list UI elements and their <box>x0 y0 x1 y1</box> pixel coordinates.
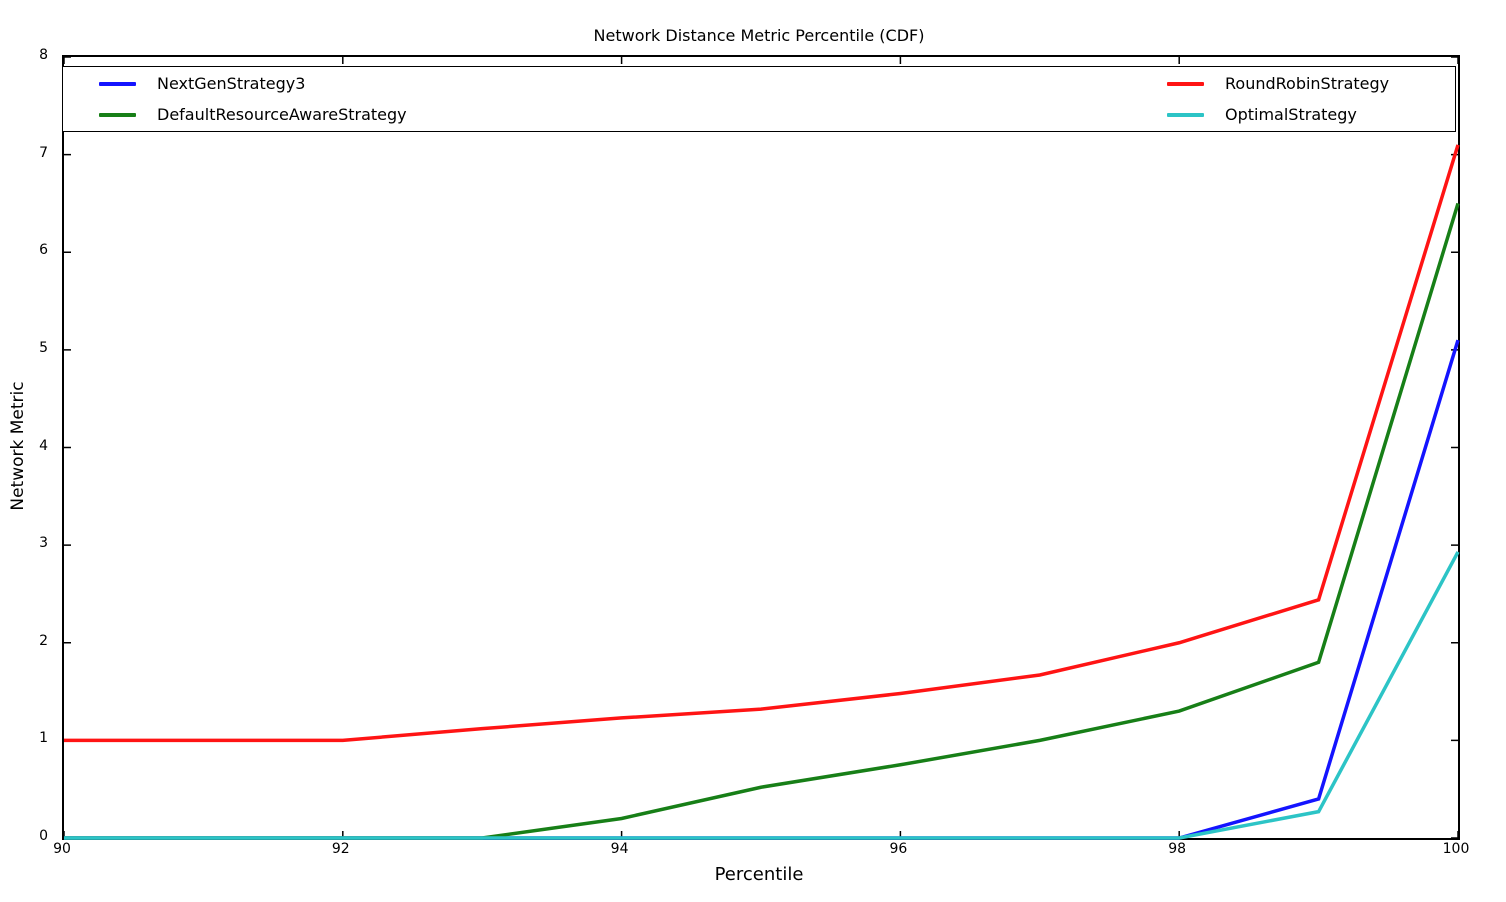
legend-item-nextgenstrategy3: NextGenStrategy3 <box>99 68 407 99</box>
chart-title: Network Distance Metric Percentile (CDF) <box>593 26 925 45</box>
legend-label: RoundRobinStrategy <box>1225 74 1390 93</box>
plot-area <box>62 55 1460 840</box>
x-tick-label-92: 92 <box>331 841 350 857</box>
y-tick-label-5: 5 <box>39 339 48 356</box>
legend-box: NextGenStrategy3 DefaultResourceAwareStr… <box>62 66 1456 132</box>
legend-swatch-green-line <box>99 112 136 117</box>
legend-label: DefaultResourceAwareStrategy <box>157 105 407 124</box>
x-tick-label-100: 100 <box>1442 841 1470 857</box>
legend-swatch-cyan-line <box>1167 112 1204 117</box>
y-tick-label-7: 7 <box>39 144 48 161</box>
y-tick-label-0: 0 <box>39 828 48 844</box>
x-tick-label-98: 98 <box>1168 841 1187 857</box>
legend-item-roundrobinstrategy: RoundRobinStrategy <box>1167 68 1389 99</box>
legend-swatch-red-line <box>1167 81 1204 86</box>
legend-label: OptimalStrategy <box>1225 105 1357 124</box>
x-tick-label-90: 90 <box>53 841 71 857</box>
legend-item-defaultresourceawarestrategy: DefaultResourceAwareStrategy <box>99 99 407 130</box>
legend-swatch-blue-line <box>99 81 136 86</box>
chart-line-OptimalStrategy <box>64 551 1460 840</box>
legend-item-optimalstrategy: OptimalStrategy <box>1167 99 1389 130</box>
y-tick-label-1: 1 <box>39 730 48 747</box>
y-tick-label-8: 8 <box>39 47 48 63</box>
chart-line-DefaultResourceAwareStrategy <box>64 202 1460 840</box>
x-tick-label-96: 96 <box>889 841 908 857</box>
x-axis-tick-labels: 90 92 94 96 98 100 <box>53 841 1469 861</box>
y-tick-label-6: 6 <box>39 242 48 259</box>
chart-line-NextGenStrategy3 <box>64 339 1460 840</box>
chart-line-RoundRobinStrategy <box>64 144 1460 743</box>
legend-label: NextGenStrategy3 <box>157 74 306 93</box>
y-tick-label-3: 3 <box>39 535 48 552</box>
chart-lines-svg <box>63 56 1460 840</box>
legend-column-right: RoundRobinStrategy OptimalStrategy <box>1167 68 1389 130</box>
x-tick-label-94: 94 <box>610 841 629 857</box>
y-tick-label-2: 2 <box>39 632 48 649</box>
legend-column-left: NextGenStrategy3 DefaultResourceAwareStr… <box>99 68 407 130</box>
x-axis-label: Percentile <box>714 864 804 885</box>
y-axis-tick-labels: 0 1 2 3 4 5 6 7 8 <box>0 47 54 844</box>
y-tick-label-4: 4 <box>39 437 48 454</box>
